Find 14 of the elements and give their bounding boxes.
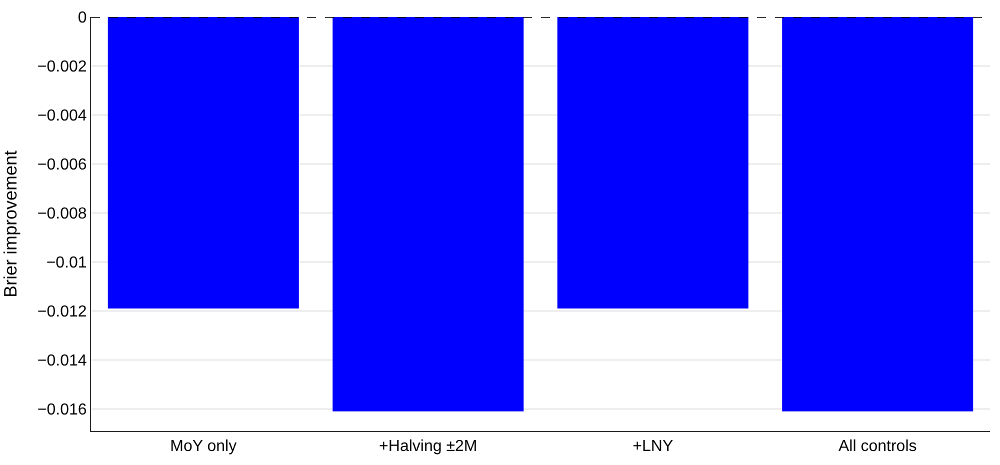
x-tick-label: All controls bbox=[838, 438, 917, 456]
x-tick-label: +Halving ±2M bbox=[379, 438, 478, 456]
y-tick-label: −0.002 bbox=[37, 58, 87, 76]
y-tick-label: −0.008 bbox=[37, 206, 87, 223]
x-tick-label: MoY only bbox=[170, 438, 237, 456]
y-tick-label: −0.01 bbox=[46, 254, 87, 272]
y-tick-label: −0.004 bbox=[37, 108, 87, 125]
y-tick-label: −0.016 bbox=[37, 402, 87, 419]
y-axis-title: Brier improvement bbox=[0, 150, 21, 298]
y-tick-label: −0.014 bbox=[37, 352, 87, 370]
y-tick-label: −0.006 bbox=[37, 156, 87, 174]
y-tick-label: −0.012 bbox=[37, 304, 87, 321]
y-tick-label: 0 bbox=[78, 10, 87, 27]
x-tick-label: +LNY bbox=[632, 438, 674, 456]
